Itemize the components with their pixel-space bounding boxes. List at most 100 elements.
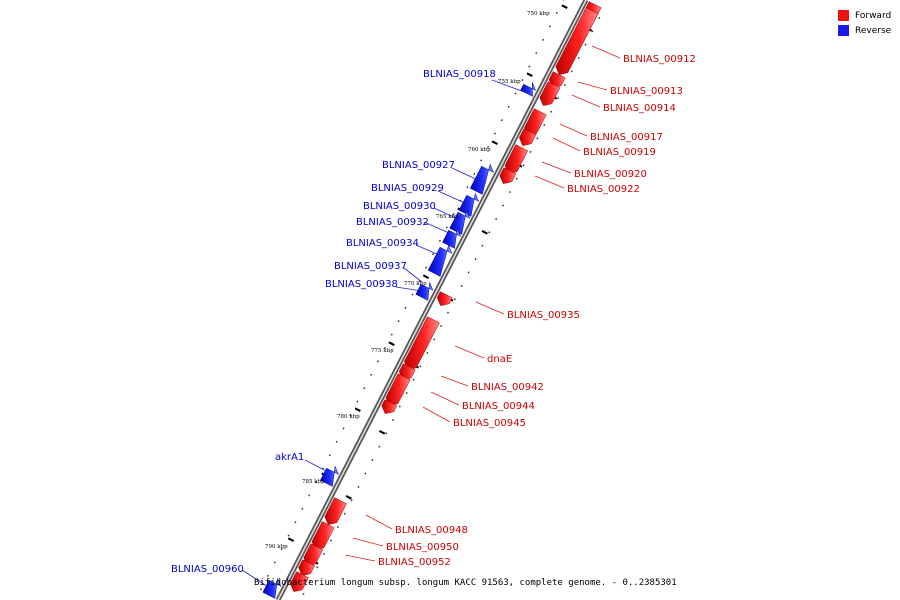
- reverse-gene: [320, 465, 340, 487]
- forward-gene: [555, 7, 599, 75]
- minor-tick: [315, 480, 318, 484]
- minor-tick: [480, 159, 483, 162]
- minor-tick: [425, 266, 428, 269]
- minor-tick: [528, 65, 531, 68]
- tick-label: 760 kbp: [468, 147, 491, 153]
- leader-line: [552, 137, 581, 152]
- major-tick: [561, 4, 568, 9]
- gene-label-reverse[interactable]: BLNIAS_00960: [171, 564, 244, 575]
- legend-reverse-label: Reverse: [855, 25, 892, 36]
- minor-tick: [294, 521, 297, 524]
- leader-line: [559, 123, 588, 137]
- legend-reverse: Reverse: [838, 23, 891, 38]
- gene-label-reverse[interactable]: BLNIAS_00938: [325, 279, 398, 290]
- major-tick: [491, 140, 498, 145]
- minor-tick: [452, 212, 455, 216]
- leader-line: [541, 161, 572, 174]
- gene-label-reverse[interactable]: BLNIAS_00937: [334, 261, 407, 272]
- tick-label: 790 kbp: [265, 544, 288, 550]
- gene-label-reverse[interactable]: BLNIAS_00929: [371, 183, 444, 194]
- minor-tick: [493, 132, 496, 135]
- minor-tick: [591, 30, 594, 33]
- minor-tick: [385, 432, 388, 435]
- minor-tick: [467, 271, 470, 274]
- gene-label-forward[interactable]: BLNIAS_00948: [395, 525, 468, 536]
- minor-tick: [376, 360, 379, 363]
- legend-forward-swatch: [838, 10, 849, 21]
- gene-label-forward[interactable]: BLNIAS_00913: [610, 86, 683, 97]
- minor-tick: [390, 333, 393, 336]
- minor-tick: [507, 105, 510, 108]
- major-tick: [526, 72, 533, 77]
- leader-line: [591, 45, 621, 59]
- minor-tick: [488, 231, 491, 234]
- minor-tick: [335, 440, 338, 443]
- minor-tick: [398, 405, 401, 408]
- reverse-gene: [458, 192, 480, 217]
- minor-tick: [474, 258, 477, 261]
- forward-gene: [519, 128, 537, 146]
- minor-tick: [364, 472, 367, 475]
- gene-label-forward[interactable]: BLNIAS_00922: [567, 184, 640, 195]
- gene-label-forward[interactable]: BLNIAS_00917: [590, 132, 663, 143]
- minor-tick: [287, 534, 290, 537]
- gene-label-reverse[interactable]: BLNIAS_00918: [423, 69, 496, 80]
- minor-tick: [419, 365, 422, 368]
- gene-label-forward[interactable]: BLNIAS_00950: [386, 542, 459, 553]
- genome-caption: Bifidobacterium longum subsp. longum KAC…: [254, 578, 677, 588]
- gene-label-forward[interactable]: BLNIAS_00952: [378, 557, 451, 568]
- forward-gene: [381, 399, 398, 414]
- minor-tick: [378, 445, 381, 448]
- gene-label-forward[interactable]: BLNIAS_00935: [507, 310, 580, 321]
- minor-tick: [363, 387, 366, 390]
- minor-tick: [349, 413, 352, 417]
- minor-tick: [440, 325, 443, 328]
- minor-tick: [557, 97, 560, 100]
- tick-label: 750 kbp: [527, 11, 550, 17]
- major-tick: [481, 230, 488, 235]
- leader-line: [430, 391, 460, 406]
- minor-tick: [500, 119, 503, 122]
- forward-gene: [290, 571, 309, 592]
- tick-label: 755 kbp: [498, 79, 521, 85]
- minor-tick: [350, 499, 353, 502]
- gene-label-forward[interactable]: dnaE: [487, 354, 512, 365]
- gene-label-reverse[interactable]: BLNIAS_00927: [382, 160, 455, 171]
- leader-line: [344, 554, 376, 562]
- leader-line: [491, 79, 528, 94]
- gene-label-forward[interactable]: BLNIAS_00919: [583, 147, 656, 158]
- leader-line: [437, 190, 468, 205]
- minor-tick: [412, 378, 415, 381]
- gene-label-forward[interactable]: BLNIAS_00920: [574, 169, 647, 180]
- minor-tick: [543, 124, 546, 127]
- minor-tick: [522, 164, 525, 167]
- tick-label: 785 kbp: [302, 479, 325, 485]
- minor-tick: [280, 547, 283, 551]
- leader-line: [571, 94, 601, 108]
- reverse-gene: [262, 577, 282, 599]
- gene-label-reverse[interactable]: BLNIAS_00930: [363, 201, 436, 212]
- minor-tick: [260, 588, 263, 591]
- minor-tick: [383, 346, 386, 350]
- gene-label-forward[interactable]: BLNIAS_00912: [623, 54, 696, 65]
- gene-label-reverse[interactable]: BLNIAS_00932: [356, 217, 429, 228]
- minor-tick: [501, 204, 505, 207]
- minor-tick: [481, 244, 484, 247]
- gene-label-reverse[interactable]: BLNIAS_00934: [346, 238, 419, 249]
- major-tick: [354, 407, 361, 412]
- gene-label-forward[interactable]: BLNIAS_00944: [462, 401, 535, 412]
- legend: Forward Reverse: [838, 8, 891, 38]
- minor-tick: [343, 512, 346, 515]
- minor-tick: [302, 593, 305, 596]
- minor-tick: [342, 427, 345, 430]
- legend-forward: Forward: [838, 8, 891, 23]
- gene-label-reverse[interactable]: akrA1: [275, 452, 304, 463]
- gene-label-forward[interactable]: BLNIAS_00914: [603, 103, 676, 114]
- gene-label-forward[interactable]: BLNIAS_00945: [453, 418, 526, 429]
- gene-label-forward[interactable]: BLNIAS_00942: [471, 382, 544, 393]
- minor-tick: [356, 400, 359, 403]
- inner-tick-marks: [260, 0, 565, 591]
- leader-line: [577, 81, 608, 91]
- major-tick: [422, 274, 430, 279]
- minor-tick: [316, 566, 319, 569]
